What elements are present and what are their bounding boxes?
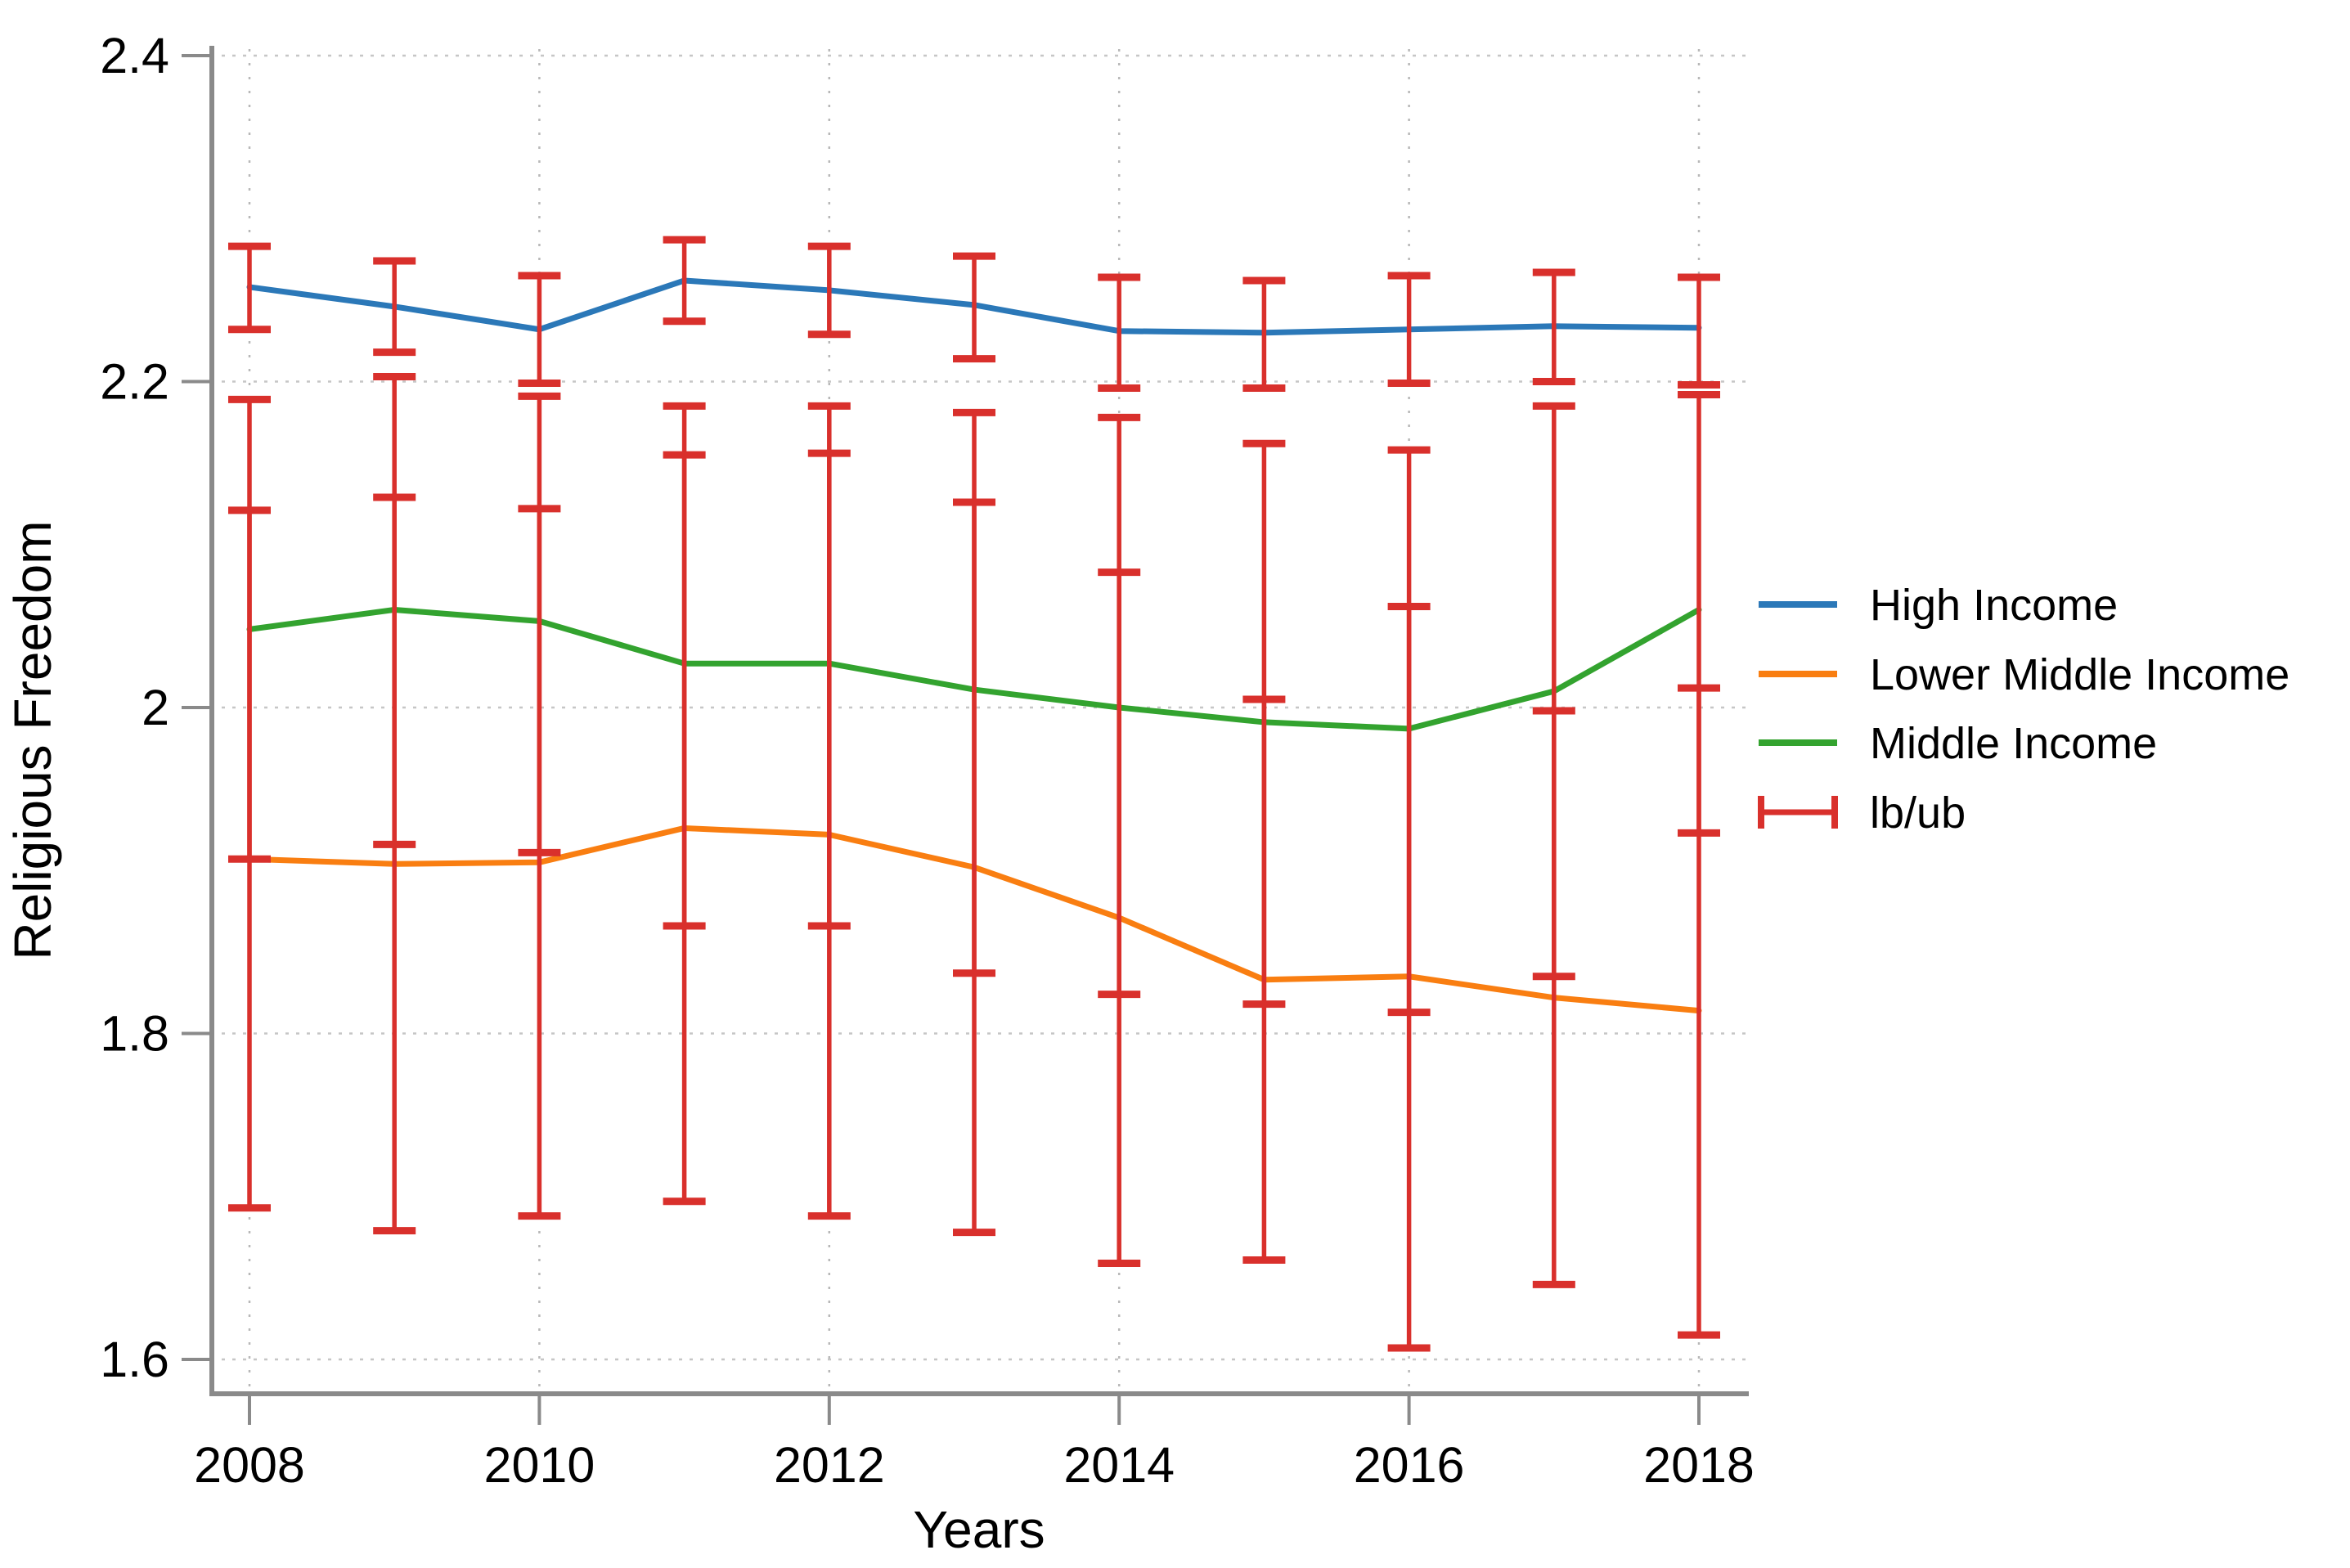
error-bar-high-income-2012 [807, 242, 851, 339]
error-bar-middle-income-2016 [1387, 446, 1431, 1017]
error-bar-high-income-2008 [228, 242, 271, 334]
error-bar-middle-income-2014 [1098, 413, 1141, 999]
x-tick-label: 2016 [1354, 1437, 1465, 1493]
legend-label: Middle Income [1870, 719, 2157, 768]
legend-label: High Income [1870, 581, 2118, 630]
axes-layer: 2.4 2.2 2 1.8 1.6 2008 2010 2012 2014 2016 2018 Yea… [3, 28, 1755, 1559]
x-axis-title: Years [913, 1500, 1045, 1559]
y-tick-label: 1.6 [100, 1332, 169, 1387]
legend-entry-lower-middle-income: Lower Middle Income [1759, 650, 2289, 699]
y-axis-title: Religious Freedom [3, 520, 62, 959]
error-bar-middle-income-2011 [663, 402, 706, 930]
error-bar-middle-income-2018 [1678, 390, 1720, 837]
error-bar-high-income-2011 [663, 236, 706, 326]
error-bar-middle-income-2017 [1532, 402, 1575, 981]
y-tick-label: 2.2 [100, 354, 169, 410]
error-bar-high-income-2015 [1242, 276, 1286, 392]
x-tick-label: 2018 [1643, 1437, 1755, 1493]
legend-entry-high-income: High Income [1759, 581, 2118, 630]
legend-entry-lb-ub: lb/ub [1758, 788, 1966, 838]
x-tick-label: 2014 [1063, 1437, 1175, 1493]
error-bar-middle-income-2015 [1242, 439, 1286, 1009]
legend-entry-middle-income: Middle Income [1759, 719, 2157, 768]
y-tick-label: 2 [142, 680, 169, 735]
error-bar-middle-income-2012 [807, 402, 851, 930]
error-bar-high-income-2009 [373, 257, 416, 357]
error-bar-middle-income-2013 [953, 408, 995, 977]
error-bar-high-income-2017 [1532, 268, 1575, 385]
error-bar-high-income-2014 [1098, 273, 1141, 392]
x-tick-label: 2008 [194, 1437, 305, 1493]
error-bar-high-income-2016 [1387, 272, 1431, 387]
error-bar-high-income-2018 [1678, 273, 1720, 389]
legend: High Income Lower Middle Income Middle Inc… [1758, 581, 2289, 838]
y-tick-label: 2.4 [100, 28, 169, 83]
error-bar-middle-income-2008 [228, 395, 271, 863]
legend-label: Lower Middle Income [1870, 650, 2289, 699]
error-bars-layer [228, 236, 1720, 1352]
legend-label: lb/ub [1870, 788, 1966, 838]
error-bar-middle-income-2009 [373, 373, 416, 848]
x-tick-label: 2010 [484, 1437, 595, 1493]
x-tick-label: 2012 [774, 1437, 885, 1493]
y-tick-label: 1.8 [100, 1006, 169, 1062]
error-bar-high-income-2013 [953, 252, 995, 363]
error-bar-middle-income-2010 [518, 392, 561, 856]
error-bar-high-income-2010 [518, 272, 561, 387]
